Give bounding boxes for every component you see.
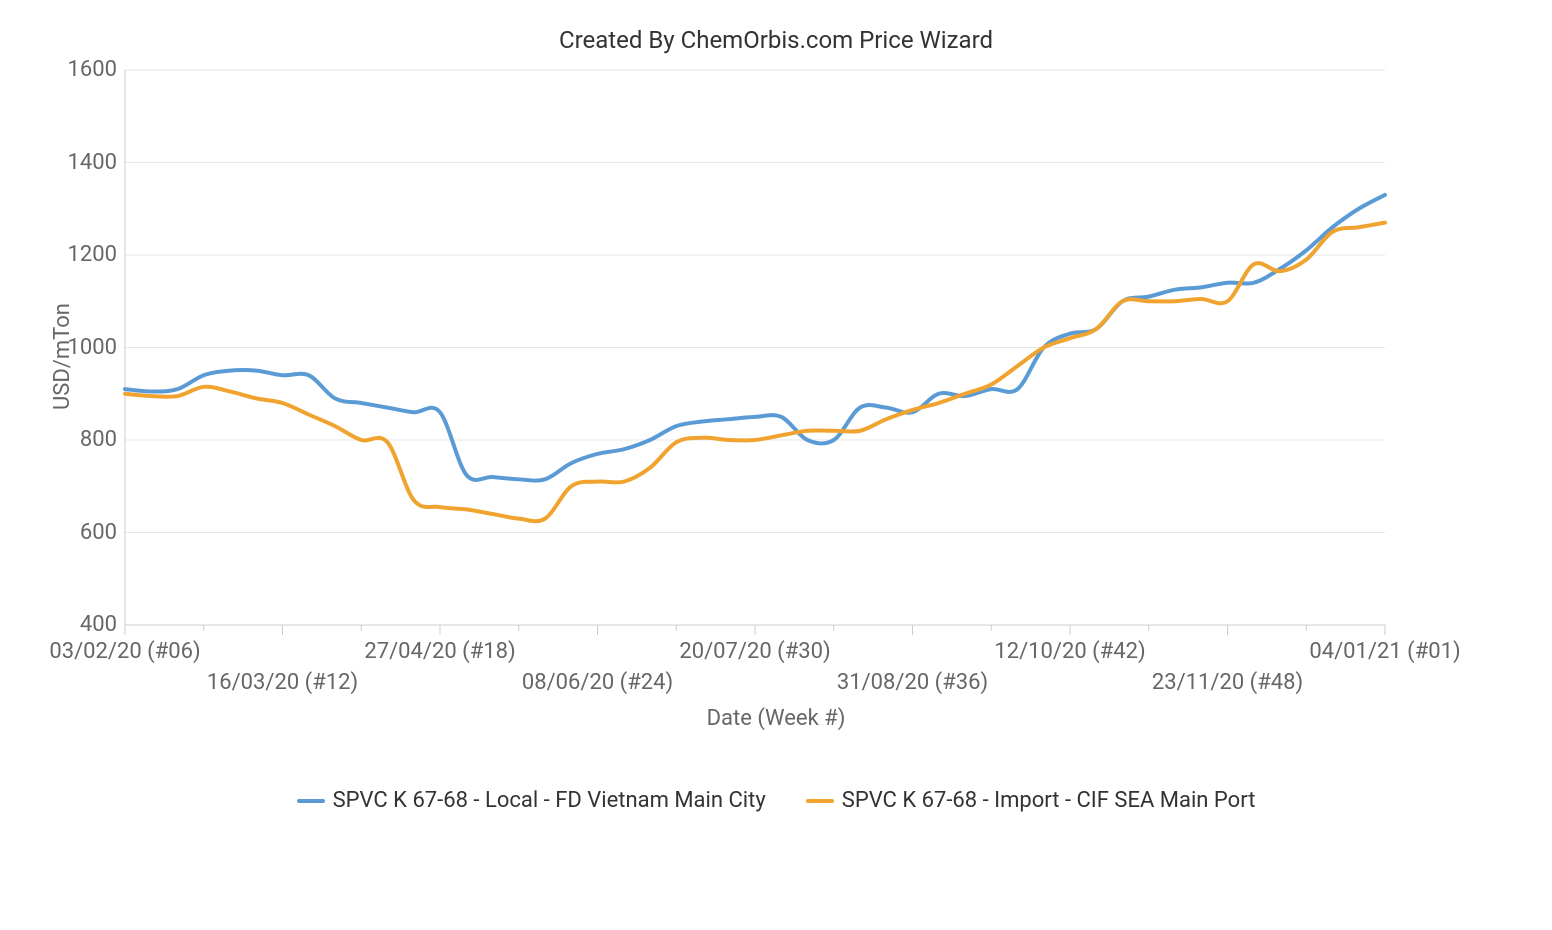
- x-tick-label: 04/01/21 (#01): [1309, 639, 1460, 664]
- legend-item[interactable]: SPVC K 67-68 - Local - FD Vietnam Main C…: [297, 788, 766, 813]
- x-tick-label: 20/07/20 (#30): [679, 639, 830, 664]
- legend-swatch: [297, 799, 325, 803]
- y-tick-label: 1600: [68, 57, 117, 82]
- x-tick-label: 03/02/20 (#06): [49, 639, 200, 664]
- x-tick-label: 16/03/20 (#12): [207, 670, 358, 695]
- series-line: [125, 223, 1385, 522]
- legend-item[interactable]: SPVC K 67-68 - Import - CIF SEA Main Por…: [806, 788, 1256, 813]
- x-axis-label: Date (Week #): [0, 706, 1552, 731]
- x-tick-label: 23/11/20 (#48): [1152, 670, 1303, 695]
- y-tick-label: 1200: [68, 242, 117, 267]
- legend-label: SPVC K 67-68 - Import - CIF SEA Main Por…: [842, 788, 1256, 813]
- series-line: [125, 195, 1385, 481]
- x-tick-label: 31/08/20 (#36): [837, 670, 988, 695]
- y-tick-label: 1400: [68, 150, 117, 175]
- y-tick-label: 400: [80, 612, 117, 637]
- y-tick-label: 600: [80, 520, 117, 545]
- price-chart: Created By ChemOrbis.com Price Wizard US…: [0, 0, 1552, 930]
- legend-label: SPVC K 67-68 - Local - FD Vietnam Main C…: [333, 788, 766, 813]
- y-tick-label: 800: [80, 427, 117, 452]
- x-tick-label: 12/10/20 (#42): [994, 639, 1145, 664]
- legend-swatch: [806, 799, 834, 803]
- chart-legend: SPVC K 67-68 - Local - FD Vietnam Main C…: [0, 788, 1552, 813]
- x-tick-label: 08/06/20 (#24): [522, 670, 673, 695]
- x-tick-label: 27/04/20 (#18): [364, 639, 515, 664]
- y-tick-label: 1000: [68, 335, 117, 360]
